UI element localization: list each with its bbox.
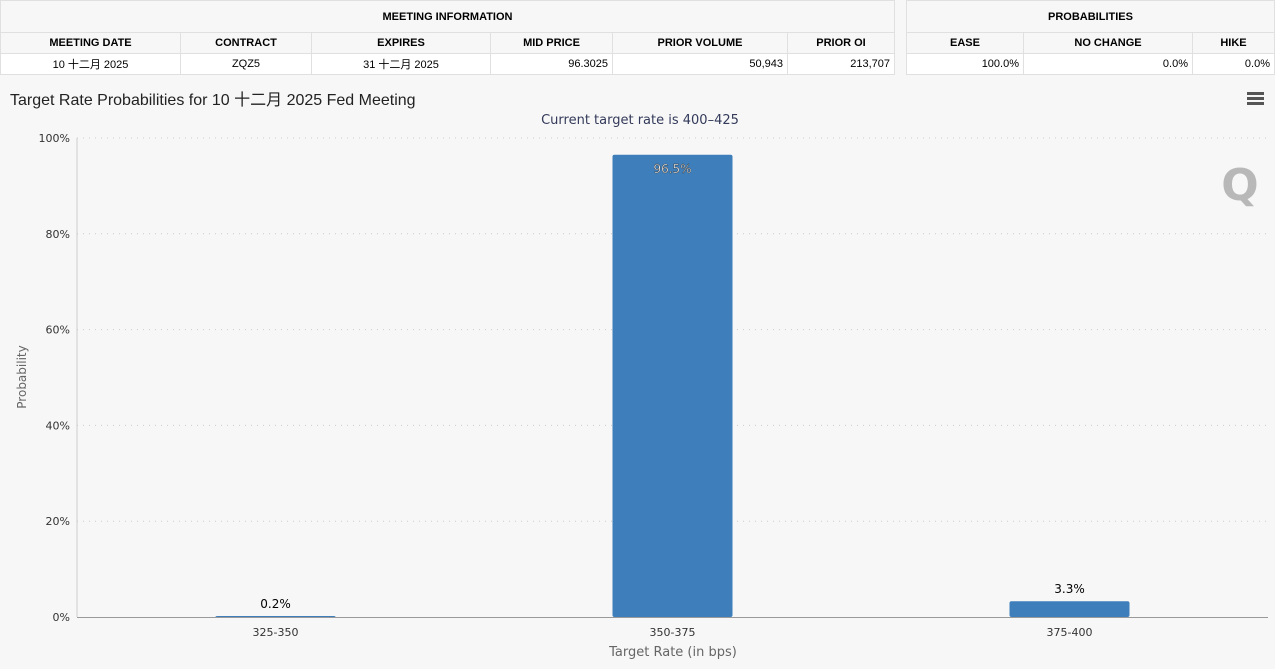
y-tick-label: 100% — [39, 132, 70, 145]
chart-title: Target Rate Probabilities for 10 十二月 202… — [10, 92, 416, 109]
y-tick-label: 0% — [53, 611, 70, 624]
y-tick-label: 80% — [46, 228, 70, 241]
x-tick-label: 325-350 — [253, 626, 299, 639]
x-tick-label: 350-375 — [650, 626, 696, 639]
bar — [612, 154, 733, 617]
col-expires: EXPIRES — [311, 32, 491, 54]
hamburger-menu-icon[interactable] — [1247, 92, 1264, 107]
y-tick-label: 20% — [46, 515, 70, 528]
col-contract: CONTRACT — [180, 32, 312, 54]
y-tick-label: 60% — [46, 324, 70, 337]
cell-expires: 31 十二月 2025 — [311, 53, 491, 75]
cell-contract: ZQZ5 — [180, 53, 312, 75]
x-axis-label: Target Rate (in bps) — [608, 645, 737, 660]
data-label: 0.2% — [260, 597, 291, 611]
cell-prior-oi: 213,707 — [787, 53, 895, 75]
bar — [215, 616, 336, 618]
meeting-information-header: MEETING INFORMATION — [0, 0, 895, 33]
col-ease: EASE — [906, 32, 1024, 54]
y-tick-label: 40% — [46, 419, 70, 432]
x-tick-label: 375-400 — [1047, 626, 1093, 639]
meeting-information-table: MEETING INFORMATION MEETING DATE CONTRAC… — [0, 0, 895, 75]
col-no-change: NO CHANGE — [1023, 32, 1193, 54]
cell-prior-volume: 50,943 — [612, 53, 788, 75]
watermark-logo: Q — [1221, 160, 1258, 211]
y-axis-label: Probability — [15, 345, 29, 408]
cell-no-change: 0.0% — [1023, 53, 1193, 75]
cell-hike: 0.0% — [1192, 53, 1275, 75]
bar — [1009, 601, 1130, 617]
data-label: 96.5% — [653, 162, 691, 176]
cell-mid-price: 96.3025 — [490, 53, 613, 75]
probabilities-header: PROBABILITIES — [906, 0, 1275, 33]
col-hike: HIKE — [1192, 32, 1275, 54]
col-prior-oi: PRIOR OI — [787, 32, 895, 54]
chart-subtitle: Current target rate is 400–425 — [541, 113, 739, 128]
col-meeting-date: MEETING DATE — [0, 32, 181, 54]
watermark-q: Q — [1221, 160, 1258, 211]
probabilities-table: PROBABILITIES EASE NO CHANGE HIKE 100.0%… — [906, 0, 1275, 75]
col-prior-volume: PRIOR VOLUME — [612, 32, 788, 54]
data-label: 3.3% — [1054, 582, 1085, 596]
